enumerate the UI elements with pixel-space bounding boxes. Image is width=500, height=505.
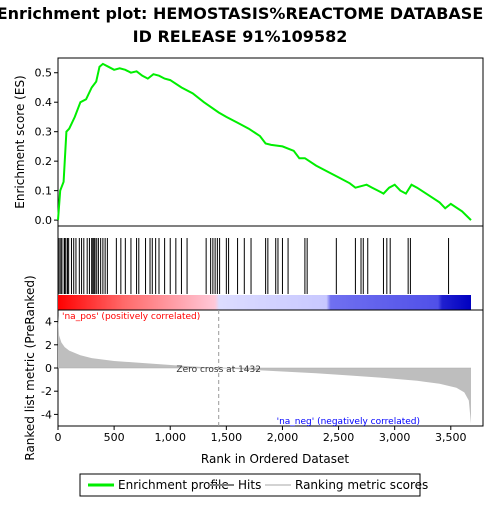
chart-title-line1: Enrichment plot: HEMOSTASIS%REACTOME DAT… (0, 4, 483, 23)
legend-box (79, 473, 421, 497)
rank-color-bar (58, 295, 471, 310)
neg-correlated-label: 'na_neg' (negatively correlated) (277, 417, 420, 427)
es-panel-frame (57, 57, 484, 227)
ranked-ytick-label: 4 (45, 316, 52, 329)
ranked-panel-ticks: -4 -2 0 2 4 (41, 316, 58, 421)
es-ytick-label: 0.3 (35, 126, 53, 139)
x-axis-label: Rank in Ordered Dataset (201, 452, 349, 466)
x-tick-label: 0 (55, 431, 62, 444)
es-ytick-label: 0.5 (35, 67, 53, 80)
ranked-axis-label: Ranked list metric (PreRanked) (23, 275, 37, 460)
x-tick-label: 1,500 (211, 431, 243, 444)
enrichment-profile-line (57, 62, 472, 221)
chart-title-line2: ID RELEASE 91%109582 (133, 27, 348, 46)
x-tick-label: 2,000 (267, 431, 299, 444)
legend-label-3: Ranking metric scores (295, 478, 428, 492)
ranking-metric-area (58, 315, 471, 424)
ranked-ytick-label: 2 (45, 339, 52, 352)
zero-cross-label: Zero cross at 1432 (176, 365, 261, 375)
es-panel-ticks: 0.0 0.1 0.2 0.3 0.4 0.5 (35, 67, 58, 227)
x-axis-ticks: 0 500 1,000 1,500 2,000 2,500 3,000 3,500 (55, 426, 467, 444)
x-tick-label: 3,500 (435, 431, 467, 444)
es-ytick-label: 0.4 (35, 96, 53, 109)
hits-marks (58, 238, 450, 294)
ranked-ytick-label: -2 (41, 385, 52, 398)
x-tick-label: 500 (104, 431, 125, 444)
legend: Enrichment profile Hits Ranking metric sco… (88, 478, 428, 492)
es-ytick-label: 0.0 (35, 214, 53, 227)
pos-correlated-label: 'na_pos' (positively correlated) (62, 312, 200, 322)
legend-label-1: Enrichment profile (118, 478, 229, 492)
es-axis-label: Enrichment score (ES) (13, 75, 27, 208)
legend-label-2: Hits (238, 478, 261, 492)
ranked-ytick-label: 0 (45, 362, 52, 375)
es-ytick-label: 0.1 (35, 185, 53, 198)
x-tick-label: 2,500 (323, 431, 355, 444)
es-ytick-label: 0.2 (35, 155, 53, 168)
x-tick-label: 1,000 (154, 431, 186, 444)
x-tick-label: 3,000 (379, 431, 411, 444)
ranked-ytick-label: -4 (41, 408, 52, 421)
